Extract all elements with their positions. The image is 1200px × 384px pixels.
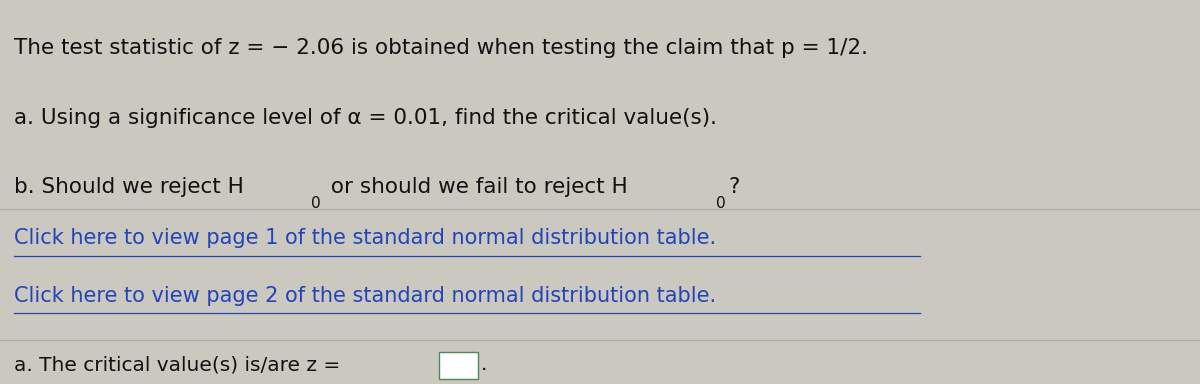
Text: Click here to view page 1 of the standard normal distribution table.: Click here to view page 1 of the standar… [14, 228, 716, 248]
Text: Click here to view page 2 of the standard normal distribution table.: Click here to view page 2 of the standar… [14, 286, 716, 306]
Text: The test statistic of z = − 2.06 is obtained when testing the claim that p = 1/2: The test statistic of z = − 2.06 is obta… [14, 38, 869, 58]
Text: or should we fail to reject H: or should we fail to reject H [324, 177, 628, 197]
Text: 0: 0 [715, 196, 725, 211]
Text: a. The critical value(s) is/are z =: a. The critical value(s) is/are z = [14, 355, 341, 374]
Bar [439, 352, 478, 379]
Text: .: . [481, 355, 487, 374]
Text: a. Using a significance level of α = 0.01, find the critical value(s).: a. Using a significance level of α = 0.0… [14, 108, 718, 127]
Text: 0: 0 [311, 196, 320, 211]
Text: ?: ? [728, 177, 739, 197]
Text: b. Should we reject H: b. Should we reject H [14, 177, 245, 197]
